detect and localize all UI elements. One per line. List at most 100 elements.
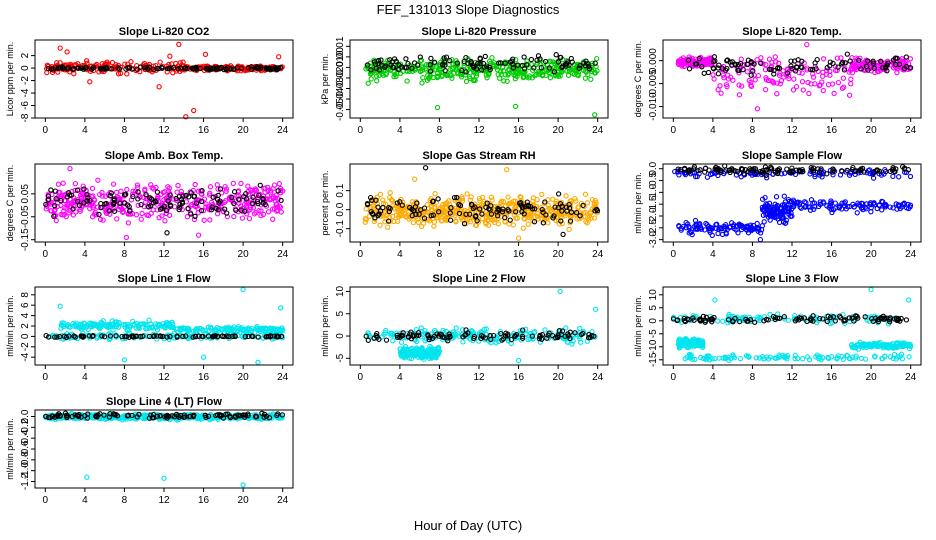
data-point bbox=[577, 339, 584, 345]
panel: Slope Li-820 Temp.0 4 8 12 16 20 24-0.010-0.00… bbox=[633, 26, 922, 136]
data-points bbox=[670, 286, 914, 364]
data-point bbox=[53, 196, 59, 202]
data-point bbox=[806, 90, 812, 97]
data-point bbox=[841, 200, 847, 206]
data-point bbox=[51, 213, 57, 219]
data-point bbox=[224, 210, 230, 216]
data-point bbox=[532, 73, 538, 79]
data-point bbox=[736, 82, 742, 88]
data-point bbox=[233, 207, 239, 213]
data-point bbox=[848, 81, 854, 87]
data-points bbox=[42, 410, 285, 488]
data-point bbox=[133, 325, 139, 331]
data-point bbox=[108, 190, 115, 196]
data-point bbox=[109, 66, 115, 72]
data-point bbox=[230, 328, 237, 334]
data-point bbox=[842, 203, 848, 209]
data-point bbox=[89, 214, 96, 220]
data-point bbox=[53, 217, 59, 224]
data-point bbox=[755, 73, 762, 79]
y-tick-label: -8 bbox=[20, 113, 31, 122]
data-point bbox=[541, 68, 547, 74]
data-point bbox=[773, 194, 780, 200]
data-point bbox=[741, 172, 748, 178]
data-point bbox=[115, 65, 121, 71]
x-tick-label: 0 bbox=[358, 249, 364, 260]
data-point bbox=[515, 357, 522, 364]
data-point bbox=[188, 211, 194, 217]
data-point bbox=[255, 334, 261, 340]
data-point bbox=[534, 60, 541, 66]
x-tick-label: 16 bbox=[513, 249, 525, 260]
data-point bbox=[166, 185, 173, 191]
data-point bbox=[513, 209, 519, 215]
x-tick-label: 24 bbox=[277, 372, 289, 383]
data-point bbox=[554, 71, 561, 78]
data-point bbox=[434, 104, 441, 111]
data-point bbox=[435, 345, 441, 351]
data-point bbox=[531, 219, 538, 225]
data-point bbox=[883, 168, 889, 175]
data-point bbox=[834, 67, 840, 74]
data-point bbox=[165, 198, 171, 204]
data-point bbox=[507, 217, 513, 223]
y-tick-label: -0.005 bbox=[648, 69, 659, 98]
data-point bbox=[863, 356, 869, 362]
data-point bbox=[865, 167, 872, 174]
data-point bbox=[192, 213, 198, 220]
data-point bbox=[701, 70, 707, 76]
data-point bbox=[583, 219, 589, 225]
data-point bbox=[175, 182, 181, 189]
data-point bbox=[742, 167, 748, 173]
data-point bbox=[799, 58, 805, 64]
data-point bbox=[404, 350, 410, 356]
data-point bbox=[99, 189, 105, 196]
data-point bbox=[735, 61, 741, 68]
data-point bbox=[177, 334, 184, 340]
data-point bbox=[89, 333, 95, 339]
data-point bbox=[477, 206, 483, 212]
data-point bbox=[404, 204, 410, 210]
data-point bbox=[176, 41, 182, 48]
data-point bbox=[874, 63, 880, 69]
data-point bbox=[729, 62, 735, 68]
data-point bbox=[748, 60, 755, 66]
data-point bbox=[95, 323, 101, 329]
x-tick-label: 4 bbox=[82, 125, 88, 136]
data-point bbox=[749, 226, 756, 233]
data-point bbox=[797, 168, 803, 174]
data-point bbox=[222, 325, 228, 331]
data-point bbox=[176, 206, 182, 213]
y-tick-label: 4 bbox=[20, 312, 31, 318]
data-point bbox=[839, 59, 846, 66]
data-point bbox=[557, 73, 563, 79]
data-point bbox=[73, 209, 79, 215]
data-point bbox=[880, 199, 886, 205]
data-point bbox=[245, 191, 252, 197]
data-point bbox=[52, 203, 58, 209]
data-point bbox=[428, 62, 434, 69]
data-point bbox=[563, 63, 569, 69]
data-point bbox=[425, 210, 432, 216]
data-point bbox=[365, 80, 371, 86]
data-point bbox=[525, 221, 531, 227]
data-point bbox=[43, 201, 49, 208]
data-point bbox=[736, 92, 743, 98]
data-point bbox=[269, 206, 276, 212]
data-point bbox=[186, 194, 192, 200]
x-tick-label: 20 bbox=[238, 125, 250, 136]
data-point bbox=[860, 206, 866, 213]
data-point bbox=[60, 180, 66, 186]
data-point bbox=[48, 66, 54, 72]
data-point bbox=[824, 65, 830, 71]
data-point bbox=[386, 208, 392, 215]
data-point bbox=[768, 66, 774, 73]
data-point bbox=[127, 324, 133, 330]
data-point bbox=[57, 45, 63, 51]
data-point bbox=[226, 333, 232, 340]
data-point bbox=[67, 165, 73, 172]
data-point bbox=[192, 328, 199, 334]
data-point bbox=[99, 333, 105, 339]
